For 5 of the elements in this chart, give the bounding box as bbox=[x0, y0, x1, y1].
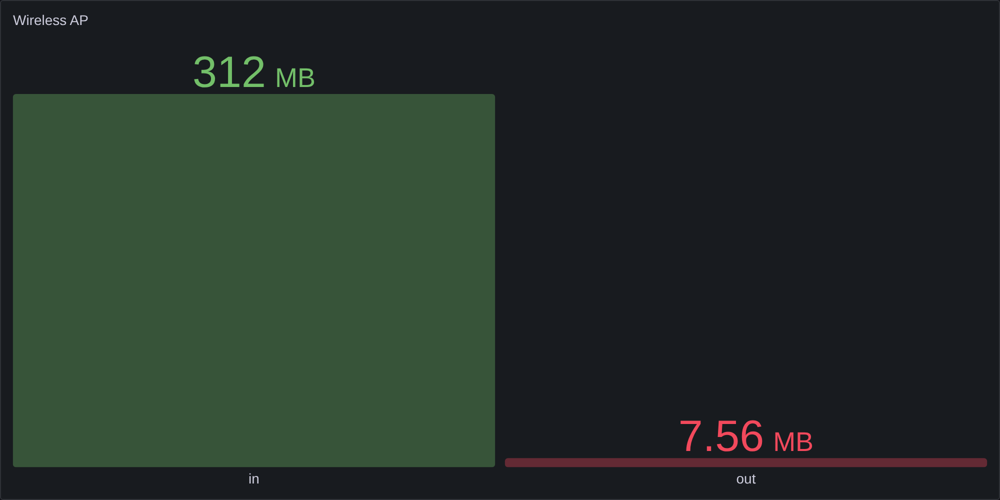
x-tick-label: out bbox=[736, 470, 756, 486]
data-label: 7.56 MB bbox=[678, 412, 814, 462]
chart-title: Wireless AP bbox=[13, 12, 88, 28]
x-tick-label: in bbox=[248, 470, 260, 486]
data-label: 312 MB bbox=[192, 48, 316, 97]
